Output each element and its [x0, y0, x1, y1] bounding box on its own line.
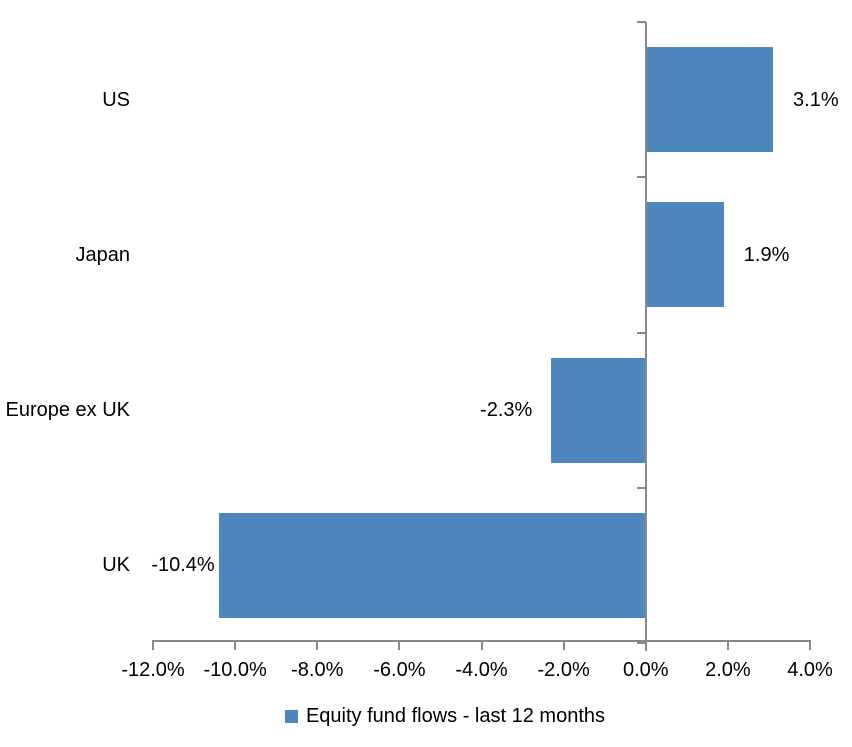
category-tick [636, 176, 646, 179]
x-tick [152, 640, 154, 650]
category-tick [636, 486, 646, 489]
x-tick-label: 0.0% [622, 659, 669, 681]
legend-label: Equity fund flows - last 12 months [305, 705, 606, 727]
x-tick [398, 640, 401, 650]
x-tick [644, 640, 647, 650]
category-label: US [102, 88, 130, 111]
x-tick [480, 640, 483, 650]
x-tick-label: -12.0% [121, 659, 185, 681]
x-tick-label: -8.0% [291, 659, 344, 681]
x-tick [316, 640, 319, 650]
legend: Equity fund flows - last 12 months [0, 704, 852, 728]
bar-value-label: 3.1% [793, 88, 839, 111]
legend-marker-square-icon [284, 709, 298, 723]
x-tick-label: -2.0% [537, 659, 590, 681]
category-tick [636, 21, 646, 23]
zero-line [644, 22, 647, 651]
bar-value-label: -2.3% [480, 399, 533, 422]
bar [551, 357, 646, 463]
x-tick-label: 4.0% [787, 659, 833, 681]
category-tick [636, 331, 646, 334]
bar [218, 512, 646, 618]
x-tick [809, 640, 811, 650]
bar [645, 202, 724, 308]
x-tick-label: -4.0% [455, 659, 508, 681]
bar-value-label: -10.4% [151, 554, 215, 577]
bar-value-label: 1.9% [743, 243, 790, 266]
category-tick [636, 642, 646, 644]
x-tick [562, 640, 565, 650]
category-label: Europe ex UK [5, 399, 130, 422]
x-tick-label: -10.0% [203, 659, 267, 681]
x-tick [726, 640, 729, 650]
x-tick-label: -6.0% [373, 659, 426, 681]
category-label: UK [102, 554, 130, 577]
x-tick [234, 640, 237, 650]
bar [645, 47, 774, 153]
category-label: Japan [75, 243, 131, 266]
x-tick-label: 2.0% [705, 659, 751, 681]
